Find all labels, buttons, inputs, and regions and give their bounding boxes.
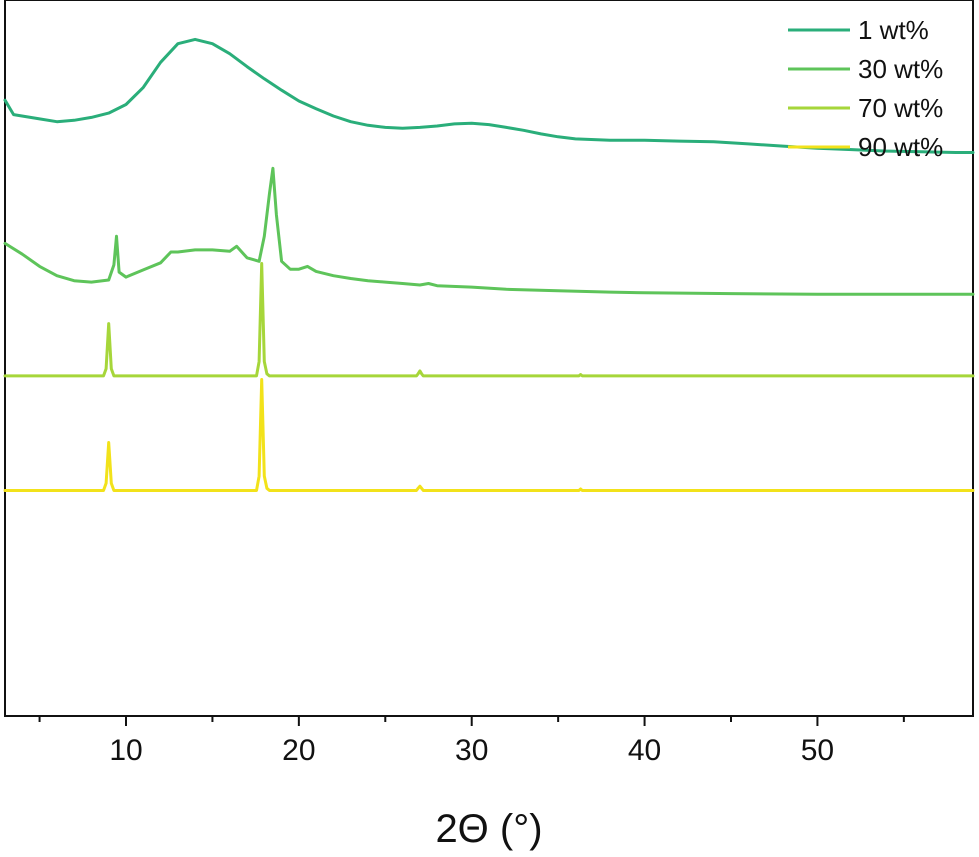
x-tick-label-30: 30 <box>455 734 488 767</box>
legend-label-4: 90 wt% <box>858 132 943 162</box>
legend: 1 wt% 30 wt% 70 wt% 90 wt% <box>788 15 943 162</box>
x-tick-label-50: 50 <box>801 734 834 767</box>
legend-label-2: 30 wt% <box>858 54 943 84</box>
x-tick-label-20: 20 <box>282 734 315 767</box>
series-line-4 <box>3 378 975 492</box>
series-layer <box>3 37 975 492</box>
plot-frame <box>4 0 974 717</box>
legend-label-3: 70 wt% <box>858 93 943 123</box>
series-line-1 <box>3 37 975 154</box>
series-line-2 <box>3 166 975 296</box>
x-tick-label-10: 10 <box>109 734 142 767</box>
x-axis-title: 2Θ (°) <box>435 807 542 851</box>
legend-label-1: 1 wt% <box>858 15 929 45</box>
x-axis-tick-labels: 10 20 30 40 50 <box>109 734 834 767</box>
x-axis-ticks <box>38 716 905 726</box>
x-tick-label-40: 40 <box>628 734 661 767</box>
series-line-3 <box>3 262 975 378</box>
